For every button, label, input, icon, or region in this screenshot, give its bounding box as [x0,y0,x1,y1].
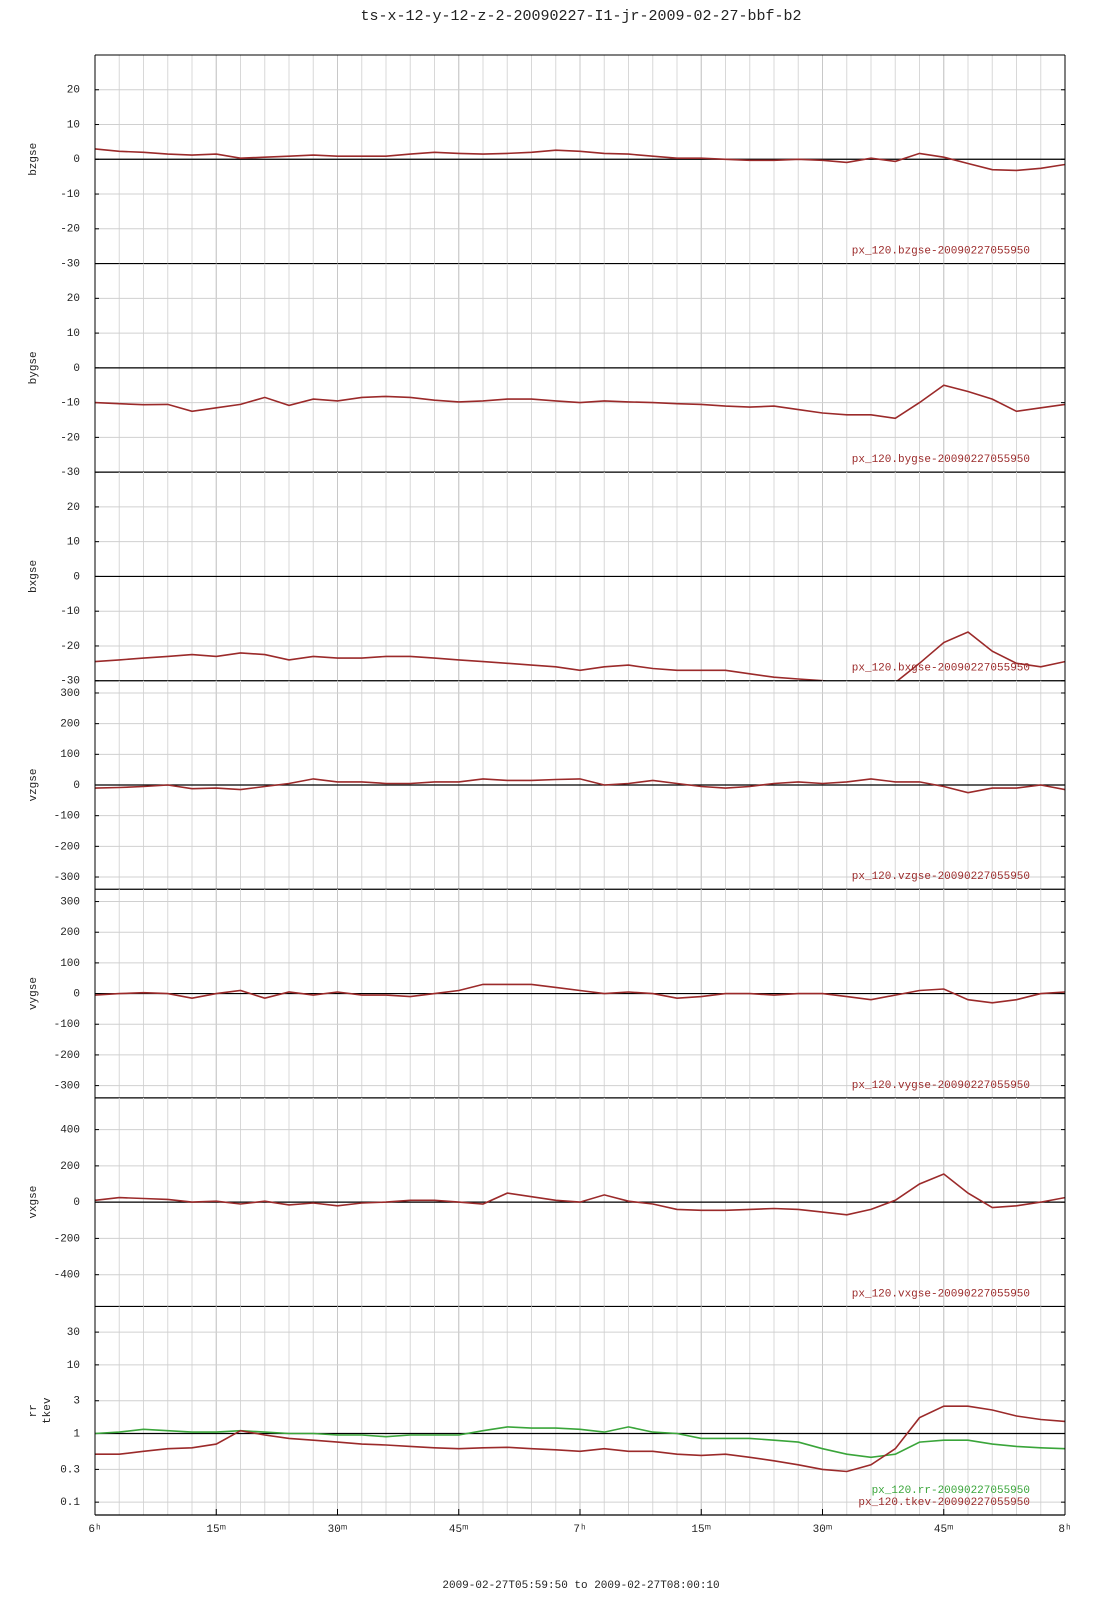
y-tick-label: -100 [54,811,80,823]
y-tick-label: 100 [60,958,80,970]
series-line [95,631,1065,681]
y-axis-label: bygse [28,351,40,384]
y-tick-label: -10 [60,398,80,410]
y-tick-label: 1 [73,1428,80,1440]
series-line [95,148,1065,172]
y-tick-label: 0.3 [60,1464,80,1476]
series-line [95,1405,1065,1473]
chart-title: ts-x-12-y-12-z-2-20090227-I1-jr-2009-02-… [360,8,801,25]
y-tick-label: 200 [60,1161,80,1173]
x-tick-label: 45ᵐ [449,1524,469,1536]
y-tick-label: 0 [73,1197,80,1209]
x-tick-label: 8ʰ [1058,1524,1071,1536]
y-tick-label: -20 [60,641,80,653]
y-tick-label: -200 [54,1050,80,1062]
y-tick-label: 10 [67,1360,80,1372]
y-tick-label: -200 [54,1233,80,1245]
y-tick-label: -20 [60,432,80,444]
y-tick-label: 10 [67,119,80,131]
legend-label: px_120.rr-20090227055950 [872,1485,1030,1497]
y-tick-label: 10 [67,328,80,340]
y-tick-label: 0 [73,363,80,375]
y-tick-label: -100 [54,1019,80,1031]
legend-label: px_120.vzgse-20090227055950 [852,871,1030,883]
x-tick-label: 30ᵐ [813,1524,833,1536]
x-axis-label: 2009-02-27T05:59:50 to 2009-02-27T08:00:… [442,1580,719,1592]
y-axis-label: tkev [42,1397,54,1424]
y-tick-label: 20 [67,293,80,305]
series-line [95,778,1065,794]
series-line [95,983,1065,1004]
series-line [95,1426,1065,1459]
y-tick-label: 0 [73,988,80,1000]
y-tick-label: 200 [60,719,80,731]
y-axis-label: vygse [28,977,40,1010]
x-tick-label: 15ᵐ [691,1524,711,1536]
y-tick-label: -300 [54,872,80,884]
y-axis-label: vzgse [28,768,40,801]
y-tick-label: 0.1 [60,1497,80,1509]
y-tick-label: 20 [67,502,80,514]
x-tick-label: 15ᵐ [206,1524,226,1536]
legend-label: px_120.vxgse-20090227055950 [852,1288,1030,1300]
panel: 400 200 0 -200 -400 vxgse px_120.vxgse-2009022… [28,1097,1066,1308]
legend-label: px_120.bxgse-20090227055950 [852,663,1030,675]
y-tick-label: -300 [54,1080,80,1092]
y-tick-label: -10 [60,606,80,618]
y-tick-label: -400 [54,1270,80,1282]
y-tick-label: 0 [73,571,80,583]
y-axis-label: bxgse [28,560,40,593]
y-tick-label: -30 [60,467,80,479]
y-tick-label: 0 [73,154,80,166]
x-tick-label: 6ʰ [88,1524,101,1536]
y-tick-label: 300 [60,896,80,908]
y-tick-label: 300 [60,688,80,700]
y-tick-label: 200 [60,927,80,939]
y-tick-label: 3 [73,1396,80,1408]
y-tick-label: 20 [67,85,80,97]
x-tick-label: 45ᵐ [934,1524,954,1536]
y-axis-label: bzgse [28,143,40,176]
legend-label: px_120.bygse-20090227055950 [852,454,1030,466]
y-tick-label: 0 [73,780,80,792]
y-tick-label: 100 [60,749,80,761]
y-tick-label: -30 [60,258,80,270]
x-tick-label: 30ᵐ [328,1524,348,1536]
y-tick-label: -20 [60,224,80,236]
y-tick-label: 400 [60,1125,80,1137]
legend-label: px_120.vygse-20090227055950 [852,1080,1030,1092]
series-line [95,384,1065,420]
legend-label: px_120.bzgse-20090227055950 [852,245,1030,257]
y-tick-label: 10 [67,537,80,549]
legend-label: px_120.tkev-20090227055950 [858,1497,1030,1509]
y-tick-label: -10 [60,189,80,201]
y-tick-label: -200 [54,841,80,853]
panel: 20 10 0 -10 -20 -30 bzgse px_120.bzgse-20090227… [28,54,1066,270]
y-axis-label: vxgse [28,1186,40,1219]
y-tick-label: -30 [60,676,80,688]
y-tick-label: 30 [67,1327,80,1339]
y-axis-label: rr [28,1404,40,1417]
x-tick-label: 7ʰ [573,1524,586,1536]
series-line [95,1173,1065,1216]
